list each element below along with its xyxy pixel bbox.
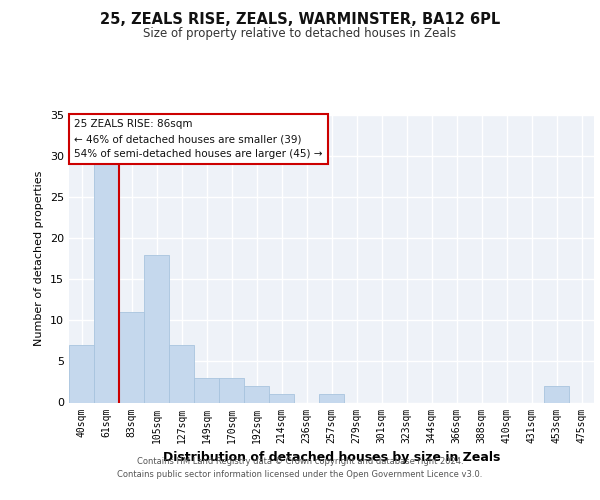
Text: Contains public sector information licensed under the Open Government Licence v3: Contains public sector information licen… [118,470,482,479]
Bar [244,386,269,402]
Y-axis label: Number of detached properties: Number of detached properties [34,171,44,346]
Text: Contains HM Land Registry data © Crown copyright and database right 2024.: Contains HM Land Registry data © Crown c… [137,458,463,466]
X-axis label: Distribution of detached houses by size in Zeals: Distribution of detached houses by size … [163,451,500,464]
Bar [269,394,294,402]
Bar [544,386,569,402]
Text: Size of property relative to detached houses in Zeals: Size of property relative to detached ho… [143,28,457,40]
Text: 25 ZEALS RISE: 86sqm
← 46% of detached houses are smaller (39)
54% of semi-detac: 25 ZEALS RISE: 86sqm ← 46% of detached h… [74,120,323,159]
Bar [94,164,119,402]
Bar [119,312,144,402]
Bar [69,345,94,403]
Bar [319,394,344,402]
Bar [219,378,244,402]
Bar [194,378,219,402]
Text: 25, ZEALS RISE, ZEALS, WARMINSTER, BA12 6PL: 25, ZEALS RISE, ZEALS, WARMINSTER, BA12 … [100,12,500,28]
Bar [144,254,169,402]
Bar [169,345,194,403]
